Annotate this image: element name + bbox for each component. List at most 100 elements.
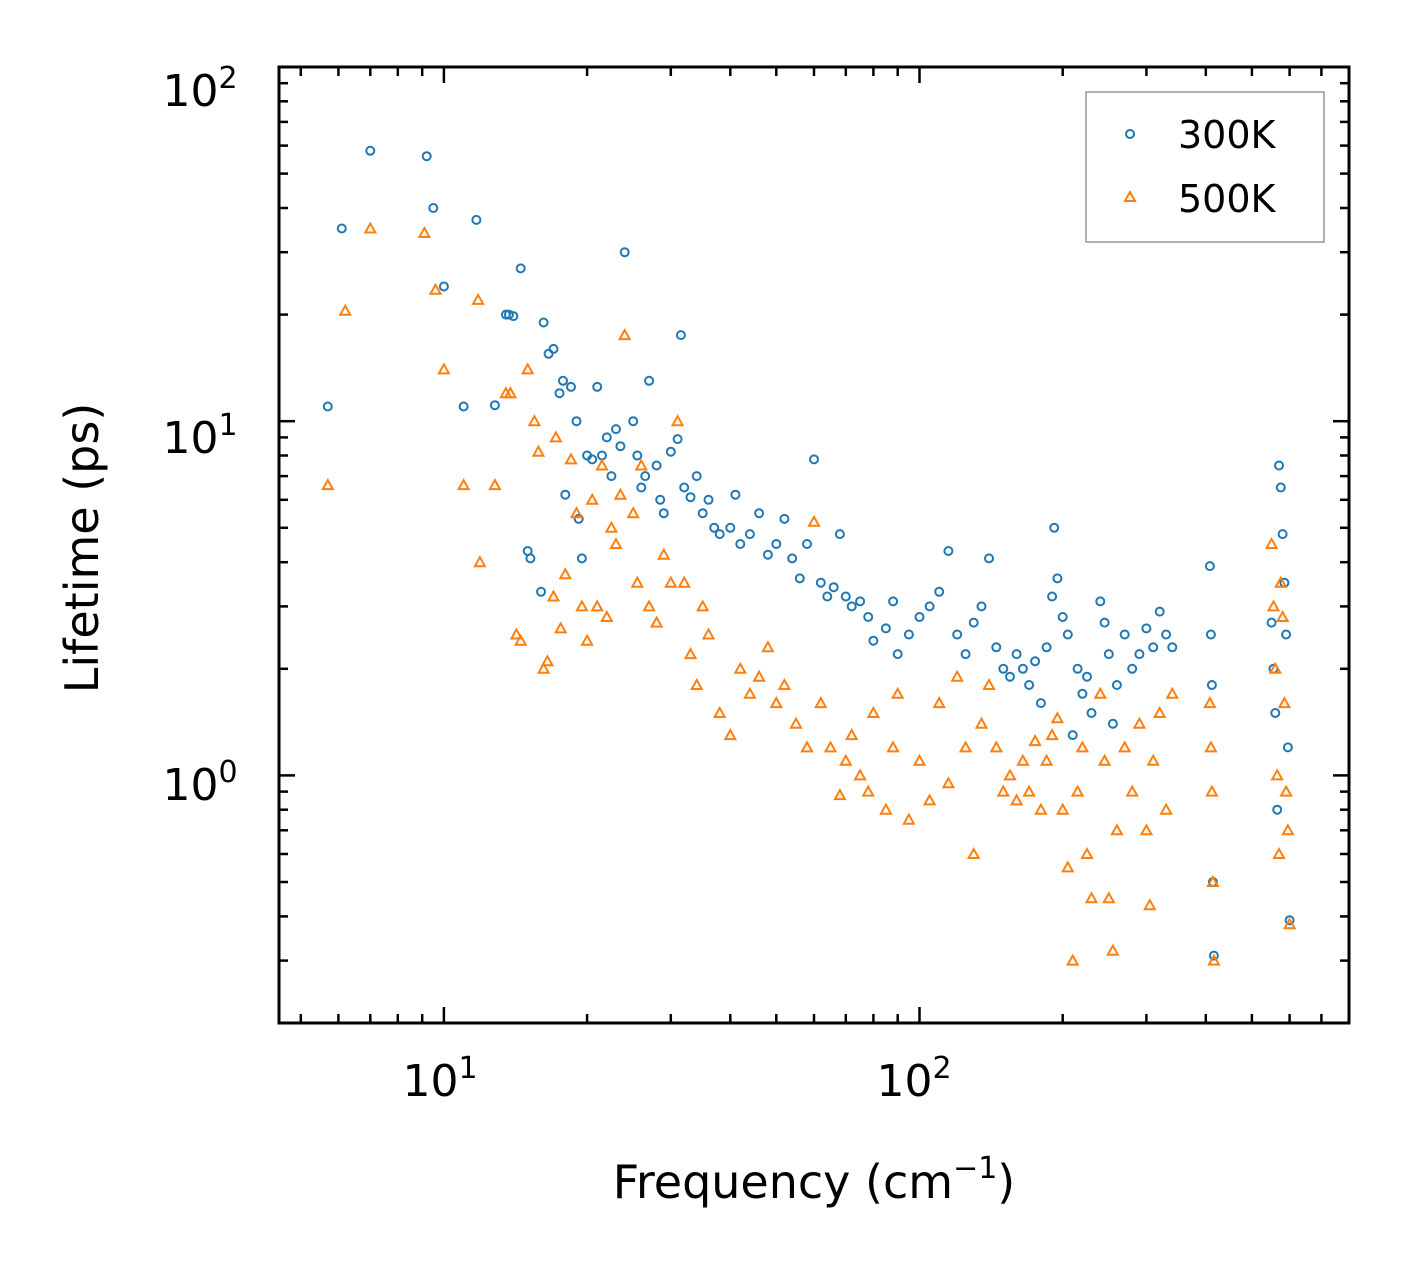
- data-point-500k-109: [1153, 705, 1167, 718]
- data-point-300k-107: [1099, 617, 1110, 628]
- data-point-500k-112: [1203, 696, 1217, 709]
- data-point-300k-60: [779, 513, 790, 524]
- data-point-300k-47: [685, 492, 696, 503]
- data-point-500k-50: [733, 661, 747, 674]
- data-point-300k-110: [1111, 680, 1122, 690]
- data-point-500k-6: [456, 478, 471, 491]
- data-point-300k-20: [558, 375, 568, 386]
- data-point-300k-16: [538, 317, 549, 328]
- data-point-300k-49: [697, 508, 708, 519]
- data-point-300k-8: [489, 400, 500, 411]
- data-point-500k-127: [1282, 917, 1297, 930]
- data-point-300k-62: [794, 573, 805, 584]
- data-point-300k-75: [888, 596, 899, 607]
- data-point-500k-15: [527, 414, 542, 427]
- data-point-300k-19: [554, 388, 565, 399]
- data-point-500k-115: [1206, 874, 1220, 887]
- data-point-500k-60: [823, 740, 838, 753]
- data-point-500k-3: [417, 225, 432, 238]
- legend-marker-300k: [1125, 129, 1135, 139]
- data-point-500k-58: [807, 514, 821, 527]
- data-point-500k-56: [789, 716, 803, 729]
- data-point-300k-124: [1266, 617, 1277, 628]
- data-point-500k-25: [575, 599, 589, 612]
- data-point-500k-85: [1022, 784, 1036, 797]
- data-point-300k-104: [1082, 671, 1092, 682]
- data-point-300k-93: [1030, 656, 1041, 667]
- data-point-300k-67: [828, 582, 839, 593]
- data-point-500k-116: [1207, 953, 1221, 966]
- data-point-500k-72: [922, 793, 937, 806]
- data-point-500k-88: [1039, 753, 1054, 766]
- data-point-300k-39: [644, 375, 655, 386]
- data-point-300k-32: [611, 424, 621, 435]
- data-point-500k-31: [604, 520, 619, 533]
- data-point-500k-67: [879, 802, 893, 815]
- data-point-500k-12: [509, 627, 524, 640]
- data-point-300k-102: [1072, 663, 1083, 674]
- data-point-500k-22: [558, 567, 572, 580]
- data-point-300k-90: [1011, 649, 1022, 660]
- data-point-300k-108: [1103, 649, 1114, 660]
- x-tick-label-10: 101: [402, 1051, 477, 1107]
- data-point-300k-95: [1041, 642, 1052, 653]
- data-point-500k-84: [1016, 753, 1030, 766]
- data-point-300k-103: [1077, 688, 1088, 699]
- data-point-500k-87: [1034, 802, 1048, 815]
- data-point-500k-21: [554, 621, 568, 634]
- data-point-500k-29: [595, 458, 609, 471]
- data-point-300k-1: [336, 223, 347, 234]
- data-point-500k-101: [1106, 943, 1120, 956]
- data-point-300k-64: [809, 454, 819, 465]
- data-point-500k-40: [657, 547, 671, 560]
- data-point-500k-123: [1275, 609, 1290, 622]
- data-point-300k-48: [691, 471, 702, 482]
- data-point-500k-96: [1080, 846, 1094, 859]
- data-point-500k-51: [743, 686, 757, 699]
- data-point-500k-78: [974, 716, 989, 729]
- data-point-500k-45: [690, 677, 704, 690]
- data-point-500k-2: [363, 221, 377, 234]
- data-point-300k-89: [1005, 671, 1015, 682]
- data-point-500k-68: [886, 740, 900, 753]
- data-point-300k-79: [924, 601, 935, 612]
- data-point-300k-66: [822, 591, 833, 602]
- data-point-500k-86: [1028, 734, 1042, 747]
- data-point-500k-28: [590, 599, 604, 612]
- data-point-300k-97: [1049, 522, 1060, 533]
- data-point-300k-14: [525, 553, 536, 564]
- x-axis-title: Frequency (cm−1): [613, 1151, 1016, 1209]
- data-point-300k-114: [1141, 623, 1152, 634]
- legend-box: [1085, 91, 1325, 243]
- data-point-300k-116: [1154, 606, 1165, 617]
- data-point-300k-41: [655, 494, 666, 505]
- data-point-300k-55: [735, 539, 746, 549]
- data-point-500k-7: [471, 292, 485, 305]
- data-point-300k-33: [615, 441, 626, 452]
- data-point-300k-100: [1062, 629, 1073, 640]
- data-point-300k-30: [601, 432, 612, 443]
- data-point-500k-14: [521, 362, 535, 375]
- data-point-500k-57: [800, 740, 814, 753]
- data-point-300k-88: [998, 663, 1009, 674]
- data-point-500k-98: [1093, 686, 1107, 699]
- data-point-500k-38: [642, 599, 656, 612]
- data-point-500k-124: [1277, 696, 1292, 709]
- data-point-500k-65: [861, 784, 875, 797]
- data-point-300k-46: [679, 482, 690, 493]
- data-point-300k-54: [730, 489, 741, 500]
- data-point-300k-127: [1272, 804, 1283, 815]
- data-point-500k-113: [1204, 740, 1218, 753]
- data-point-500k-111: [1165, 686, 1179, 699]
- data-point-300k-91: [1017, 663, 1028, 674]
- data-point-300k-85: [976, 601, 987, 612]
- data-point-500k-70: [902, 812, 916, 825]
- data-point-300k-128: [1274, 460, 1284, 471]
- data-point-300k-24: [573, 513, 584, 524]
- data-point-500k-62: [839, 753, 853, 766]
- data-point-500k-32: [609, 536, 623, 549]
- data-point-300k-36: [632, 450, 643, 461]
- data-point-300k-130: [1277, 529, 1288, 540]
- data-point-300k-59: [771, 539, 782, 549]
- data-point-300k-6: [458, 401, 469, 412]
